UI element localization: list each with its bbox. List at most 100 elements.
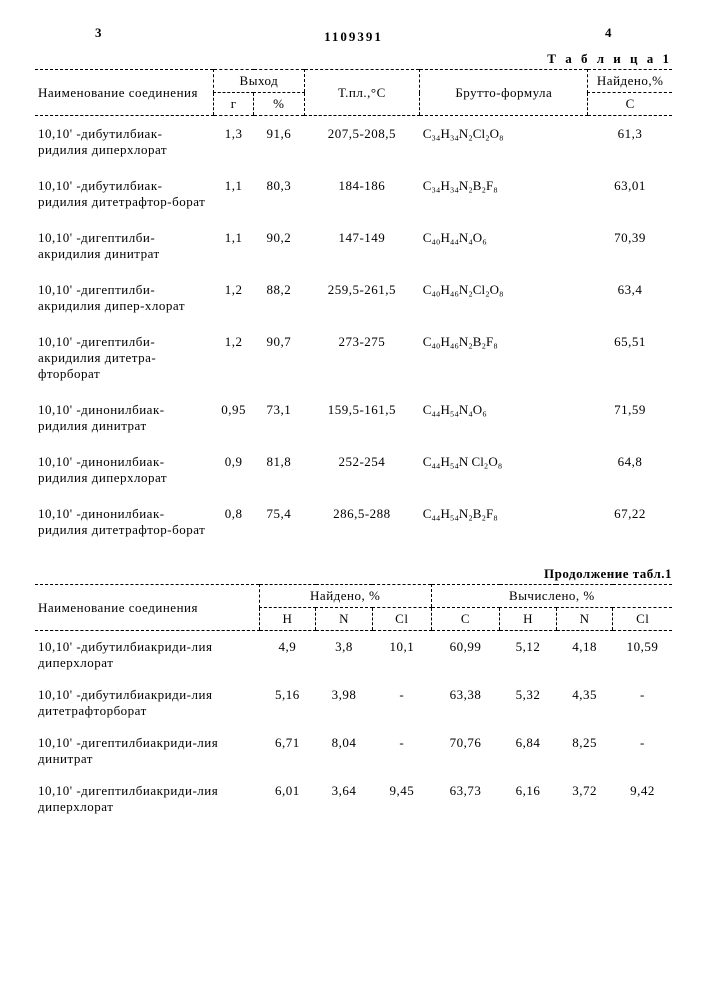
cell-cn: 3,72 — [556, 775, 613, 823]
cell-g: 1,1 — [214, 168, 254, 220]
cell-fh: 5,16 — [259, 679, 316, 727]
table-row: 10,10' -дибутилбиак-ридилия дитетрафтор-… — [35, 168, 672, 220]
left-page-no: 3 — [95, 25, 102, 41]
col2-fn: N — [316, 608, 373, 631]
col2-ch: H — [500, 608, 557, 631]
cell-cc: 60,99 — [431, 631, 499, 680]
cell-mp: 207,5-208,5 — [304, 116, 420, 169]
cell-formula: C₄₀H₄₆N₂Cl₂O₈ — [420, 272, 588, 324]
cell-ch: 6,16 — [500, 775, 557, 823]
cell-name: 10,10' -дигептилби-акридилия динитрат — [35, 220, 214, 272]
cell-c: 70,39 — [588, 220, 672, 272]
cell-g: 1,3 — [214, 116, 254, 169]
cell-mp: 252-254 — [304, 444, 420, 496]
table-row: 10,10' -дибутилбиакриди-лия диперхлорат4… — [35, 631, 672, 680]
col-yield-g: г — [214, 93, 254, 116]
cell-mp: 259,5-261,5 — [304, 272, 420, 324]
cell-g: 1,2 — [214, 324, 254, 392]
cell-ccl: - — [613, 727, 672, 775]
cell-formula: C₄₄H₅₄N₂B₂F₈ — [420, 496, 588, 548]
col-yield: Выход — [214, 70, 304, 93]
cell-c: 67,22 — [588, 496, 672, 548]
cell-fh: 6,01 — [259, 775, 316, 823]
cell-fh: 4,9 — [259, 631, 316, 680]
table-2-body: 10,10' -дибутилбиакриди-лия диперхлорат4… — [35, 631, 672, 824]
cell-mp: 286,5-288 — [304, 496, 420, 548]
table-row: 10,10' -дигептилбиакриди-лия динитрат6,7… — [35, 727, 672, 775]
cell-fcl: 9,45 — [372, 775, 431, 823]
col-mp: Т.пл.,°C — [304, 70, 420, 116]
cell-cn: 4,35 — [556, 679, 613, 727]
cell-fcl: 10,1 — [372, 631, 431, 680]
cell-ccl: 10,59 — [613, 631, 672, 680]
cell-name: 10,10' -дигептилби-акридилия дипер-хлора… — [35, 272, 214, 324]
table-row: 10,10' -дигептилби-акридилия динитрат1,1… — [35, 220, 672, 272]
cell-name: 10,10' -динонилбиак-ридилия динитрат — [35, 392, 214, 444]
table-1-label: Т а б л и ц а 1 — [35, 51, 672, 67]
cell-name: 10,10' -дигептилбиакриди-лия диперхлорат — [35, 775, 259, 823]
cell-cn: 4,18 — [556, 631, 613, 680]
cell-ch: 5,12 — [500, 631, 557, 680]
cell-pct: 90,7 — [254, 324, 304, 392]
cell-fn: 8,04 — [316, 727, 373, 775]
cell-c: 61,3 — [588, 116, 672, 169]
cell-name: 10,10' -дибутилбиакриди-лия дитетрафторб… — [35, 679, 259, 727]
cell-cc: 63,38 — [431, 679, 499, 727]
cell-cc: 70,76 — [431, 727, 499, 775]
cell-c: 65,51 — [588, 324, 672, 392]
cell-mp: 147-149 — [304, 220, 420, 272]
cell-pct: 90,2 — [254, 220, 304, 272]
cell-pct: 88,2 — [254, 272, 304, 324]
cell-pct: 91,6 — [254, 116, 304, 169]
cell-pct: 81,8 — [254, 444, 304, 496]
cell-pct: 80,3 — [254, 168, 304, 220]
cell-g: 0,95 — [214, 392, 254, 444]
col2-found: Найдено, % — [259, 585, 431, 608]
cell-fn: 3,98 — [316, 679, 373, 727]
table-1-body: 10,10' -дибутилбиак-ридилия диперхлорат1… — [35, 116, 672, 549]
cell-pct: 75,4 — [254, 496, 304, 548]
cell-name: 10,10' -динонилбиак-ридилия дитетрафтор-… — [35, 496, 214, 548]
col-found-c: C — [588, 93, 672, 116]
cell-formula: C₄₀H₄₆N₂B₂F₈ — [420, 324, 588, 392]
cell-fn: 3,64 — [316, 775, 373, 823]
right-page-no: 4 — [605, 25, 612, 41]
table-row: 10,10' -дигептилби-акридилия дипер-хлора… — [35, 272, 672, 324]
cell-ch: 6,84 — [500, 727, 557, 775]
cell-cc: 63,73 — [431, 775, 499, 823]
cell-formula: C₃₄H₃₄N₂Cl₂O₈ — [420, 116, 588, 169]
cell-fn: 3,8 — [316, 631, 373, 680]
cell-g: 0,8 — [214, 496, 254, 548]
col2-calc: Вычислено, % — [431, 585, 672, 608]
cell-ccl: - — [613, 679, 672, 727]
cell-formula: C₄₄H₅₄N₄O₆ — [420, 392, 588, 444]
cell-formula: C₄₀H₄₄N₄O₆ — [420, 220, 588, 272]
cell-fcl: - — [372, 727, 431, 775]
table-row: 10,10' -динонилбиак-ридилия дитетрафтор-… — [35, 496, 672, 548]
table-row: 10,10' -дибутилбиак-ридилия диперхлорат1… — [35, 116, 672, 169]
cell-c: 63,4 — [588, 272, 672, 324]
cell-formula: C₃₄H₃₄N₂B₂F₈ — [420, 168, 588, 220]
cell-mp: 184-186 — [304, 168, 420, 220]
col-brutto: Брутто-формула — [420, 70, 588, 116]
table-row: 10,10' -дигептилбиакриди-лия диперхлорат… — [35, 775, 672, 823]
col-yield-pct: % — [254, 93, 304, 116]
table-row: 10,10' -динонилбиак-ридилия динитрат0,95… — [35, 392, 672, 444]
table-row: 10,10' -динонилбиак-ридилия диперхлорат0… — [35, 444, 672, 496]
cell-ch: 5,32 — [500, 679, 557, 727]
cell-name: 10,10' -дигептилбиакриди-лия динитрат — [35, 727, 259, 775]
cell-name: 10,10' -дигептилби-акридилия дитетра-фто… — [35, 324, 214, 392]
cell-name: 10,10' -дибутилбиак-ридилия диперхлорат — [35, 116, 214, 169]
cell-c: 63,01 — [588, 168, 672, 220]
col2-name: Наименование соединения — [35, 585, 259, 631]
col-name: Наименование соединения — [35, 70, 214, 116]
cell-g: 1,1 — [214, 220, 254, 272]
col-found: Найдено,% — [588, 70, 672, 93]
patent-number: 1109391 — [35, 29, 672, 45]
cell-fh: 6,71 — [259, 727, 316, 775]
col2-cn: N — [556, 608, 613, 631]
col2-ccl: Cl — [613, 608, 672, 631]
cell-fcl: - — [372, 679, 431, 727]
cell-c: 71,59 — [588, 392, 672, 444]
table-2: Наименование соединения Найдено, % Вычис… — [35, 584, 672, 823]
